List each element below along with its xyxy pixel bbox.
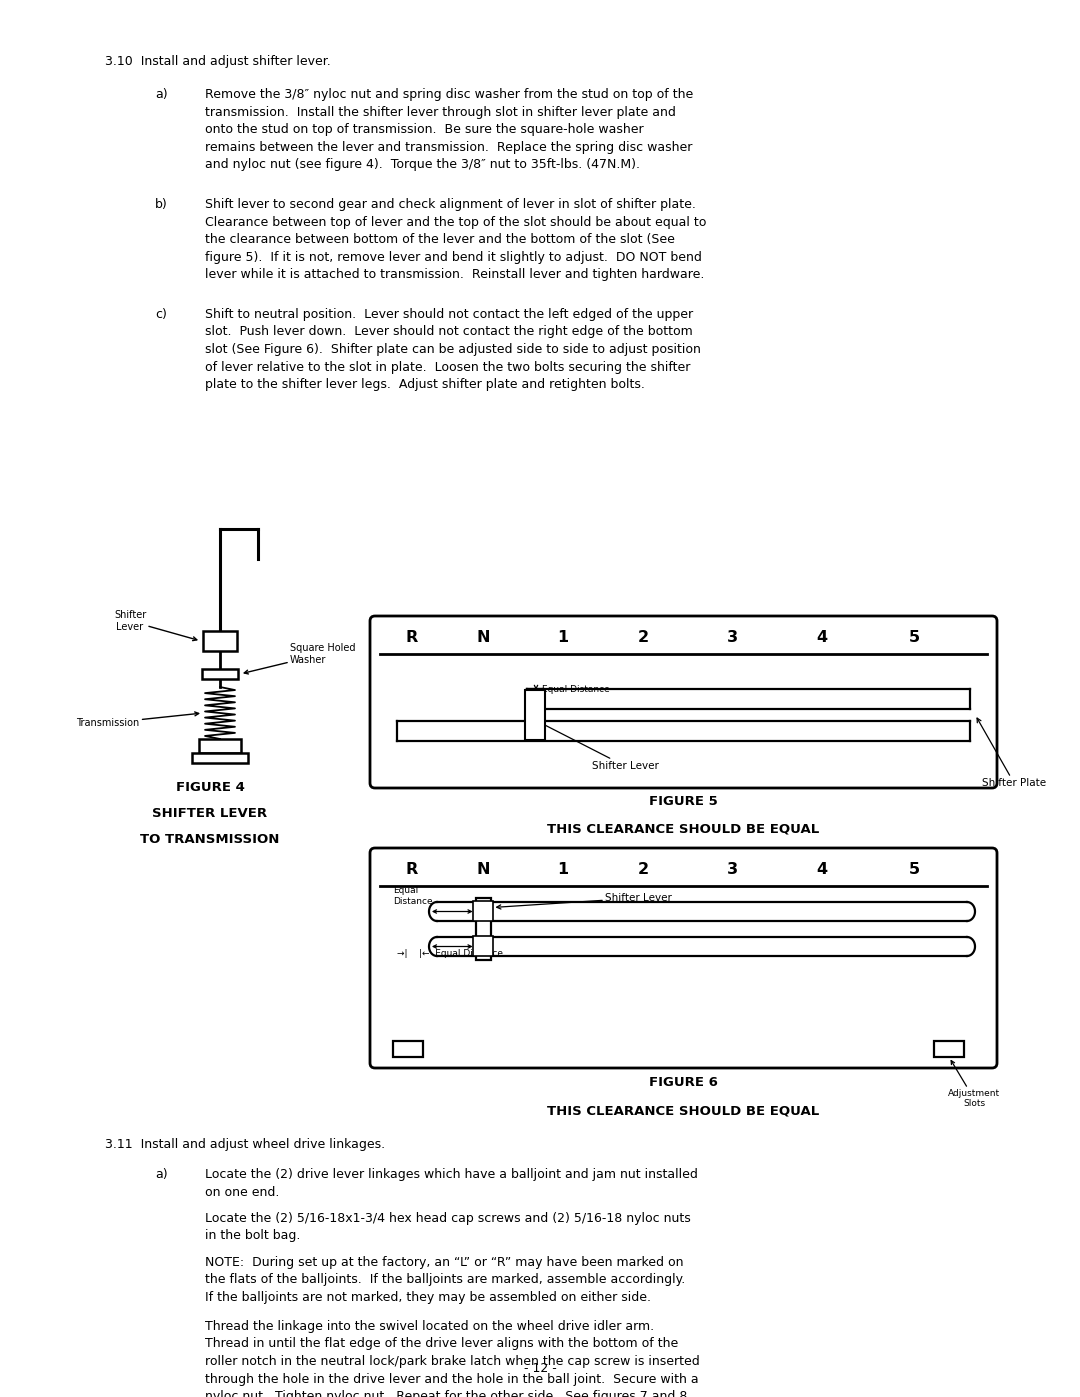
Text: FIGURE 5: FIGURE 5	[649, 795, 718, 807]
Text: Remove the 3/8″ nyloc nut and spring disc washer from the stud on top of the
tra: Remove the 3/8″ nyloc nut and spring dis…	[205, 88, 693, 170]
Text: 4: 4	[816, 630, 828, 645]
Text: Adjustment
Slots: Adjustment Slots	[948, 1060, 1000, 1108]
Text: a): a)	[156, 88, 167, 101]
Text: 1: 1	[557, 630, 569, 645]
Text: →|    |←  Equal Distance: →| |← Equal Distance	[397, 949, 503, 957]
Text: a): a)	[156, 1168, 167, 1180]
Bar	[475, 898, 490, 960]
Text: THIS CLEARANCE SHOULD BE EQUAL: THIS CLEARANCE SHOULD BE EQUAL	[548, 821, 820, 835]
Bar	[525, 690, 545, 739]
Text: 3.10  Install and adjust shifter lever.: 3.10 Install and adjust shifter lever.	[105, 54, 330, 68]
Bar	[199, 739, 241, 753]
Text: 3: 3	[727, 630, 739, 645]
Bar	[473, 901, 492, 921]
Text: THIS CLEARANCE SHOULD BE EQUAL: THIS CLEARANCE SHOULD BE EQUAL	[548, 1104, 820, 1118]
Text: R: R	[406, 862, 418, 877]
Bar	[202, 669, 238, 679]
Text: Shifter
Lever: Shifter Lever	[113, 610, 197, 641]
Text: SHIFTER LEVER: SHIFTER LEVER	[152, 807, 268, 820]
Text: 4: 4	[816, 862, 828, 877]
Bar	[393, 1041, 423, 1058]
Text: 3: 3	[727, 862, 739, 877]
Bar	[192, 753, 248, 763]
Bar	[203, 631, 237, 651]
Text: N: N	[476, 630, 489, 645]
Text: Shifter Lever: Shifter Lever	[497, 893, 672, 909]
Text: b): b)	[156, 198, 167, 211]
FancyBboxPatch shape	[370, 848, 997, 1067]
Text: Locate the (2) drive lever linkages which have a balljoint and jam nut installed: Locate the (2) drive lever linkages whic…	[205, 1168, 698, 1199]
Text: Equal
Distance: Equal Distance	[393, 886, 433, 905]
Text: NOTE:  During set up at the factory, an “L” or “R” may have been marked on
the f: NOTE: During set up at the factory, an “…	[205, 1256, 685, 1303]
Text: Shift to neutral position.  Lever should not contact the left edged of the upper: Shift to neutral position. Lever should …	[205, 307, 701, 391]
Text: c): c)	[156, 307, 167, 321]
Text: N: N	[476, 862, 489, 877]
Text: FIGURE 6: FIGURE 6	[649, 1076, 718, 1090]
Bar	[473, 936, 492, 956]
Text: R: R	[406, 630, 418, 645]
Text: Shifter Lever: Shifter Lever	[539, 722, 659, 771]
Text: 2: 2	[638, 862, 649, 877]
Bar	[934, 1041, 964, 1058]
Text: - 12 -: - 12 -	[524, 1362, 556, 1376]
Text: TO TRANSMISSION: TO TRANSMISSION	[140, 833, 280, 847]
Text: 3.11  Install and adjust wheel drive linkages.: 3.11 Install and adjust wheel drive link…	[105, 1139, 386, 1151]
Text: Locate the (2) 5/16-18x1-3/4 hex head cap screws and (2) 5/16-18 nyloc nuts
in t: Locate the (2) 5/16-18x1-3/4 hex head ca…	[205, 1213, 691, 1242]
Text: Shifter Plate: Shifter Plate	[977, 718, 1047, 788]
Text: Transmission: Transmission	[77, 712, 199, 728]
Text: 5: 5	[909, 862, 920, 877]
Text: Square Holed
Washer: Square Holed Washer	[244, 643, 355, 673]
Text: Shift lever to second gear and check alignment of lever in slot of shifter plate: Shift lever to second gear and check ali…	[205, 198, 706, 281]
FancyBboxPatch shape	[370, 616, 997, 788]
Text: FIGURE 4: FIGURE 4	[176, 781, 244, 793]
Text: 1: 1	[557, 862, 569, 877]
Text: Equal Distance: Equal Distance	[542, 685, 610, 694]
Text: 2: 2	[638, 630, 649, 645]
Text: 5: 5	[909, 630, 920, 645]
Text: Thread the linkage into the swivel located on the wheel drive idler arm.
Thread : Thread the linkage into the swivel locat…	[205, 1320, 700, 1397]
